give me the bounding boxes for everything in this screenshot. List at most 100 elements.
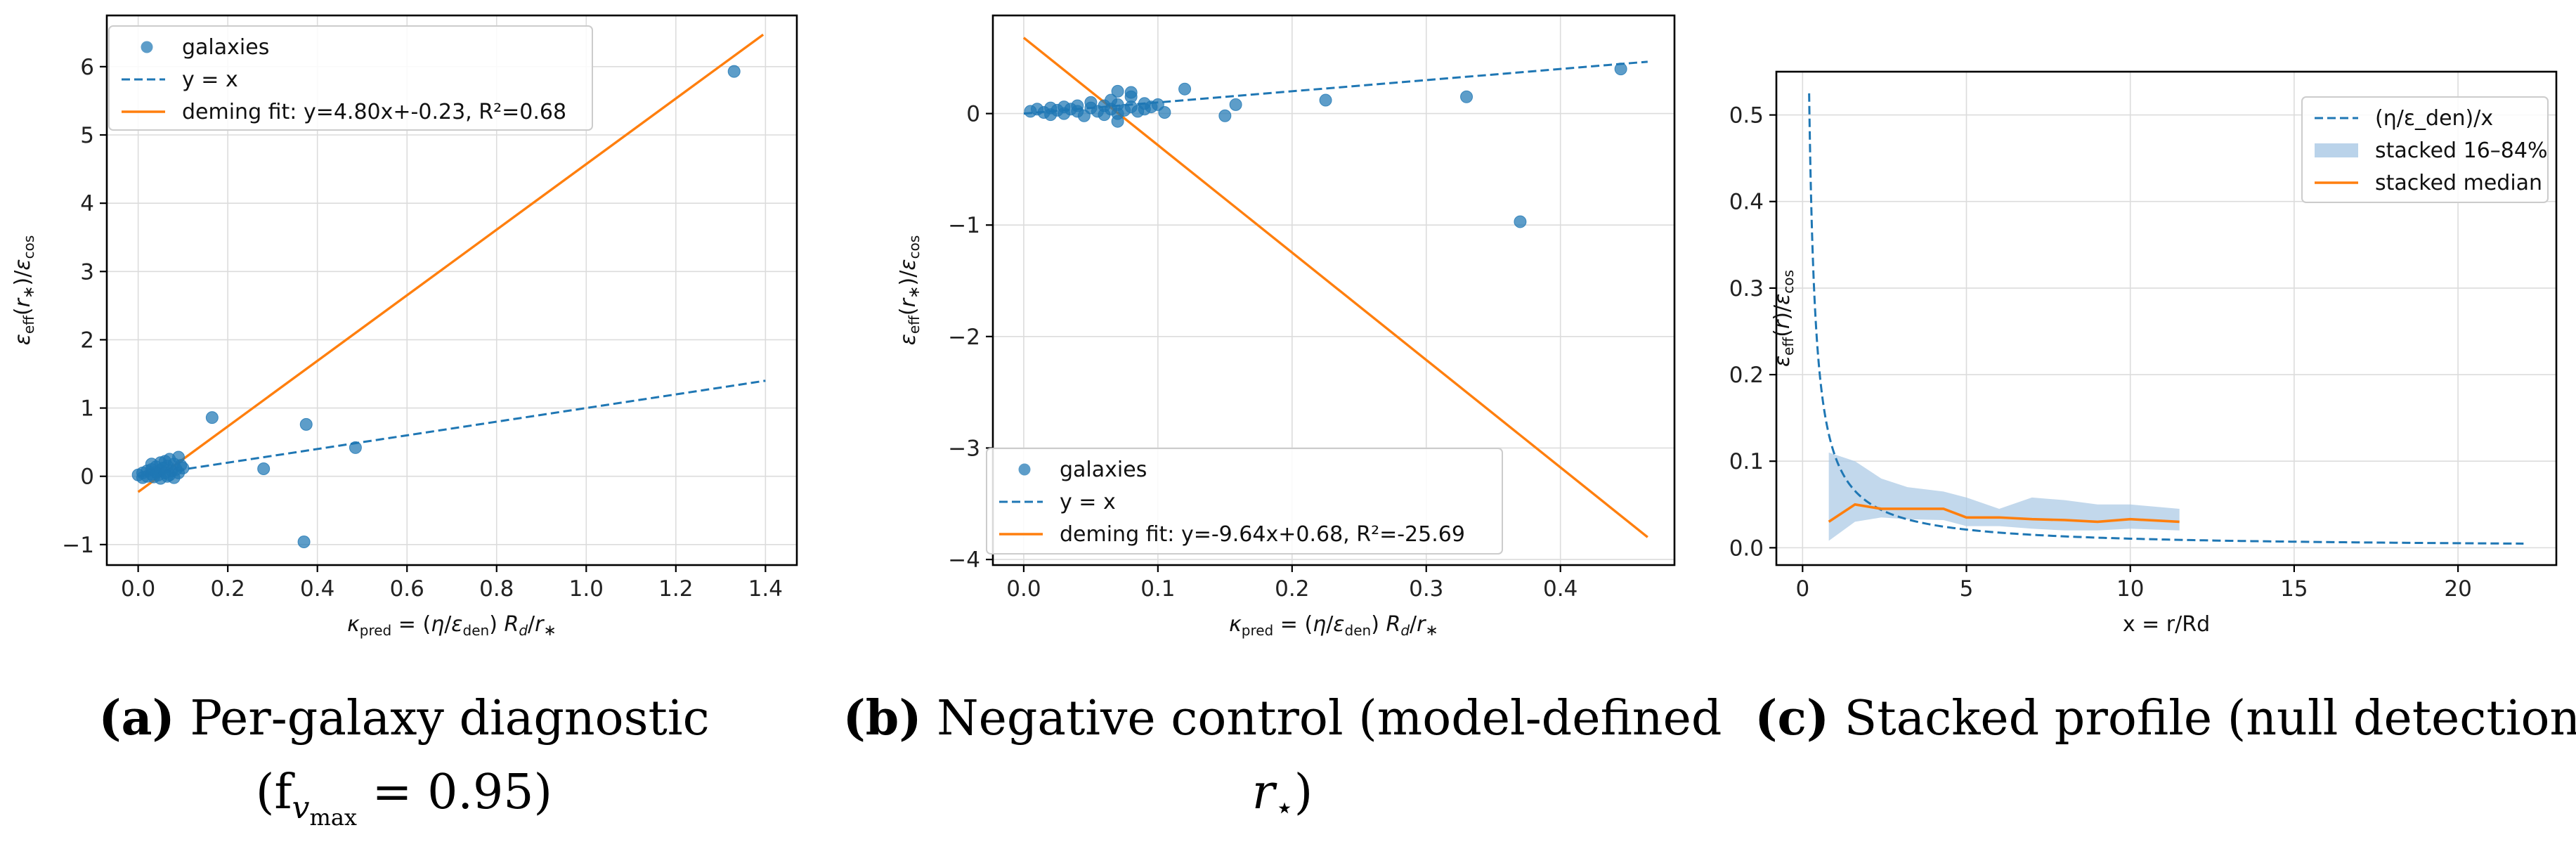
galaxy-point: [1514, 215, 1527, 228]
panel-a-ylabel: εeff(r∗)/εcos: [11, 235, 38, 346]
x-tick-label: 0.0: [121, 576, 155, 602]
y-tick-label: −1: [62, 533, 94, 558]
galaxy-point: [161, 469, 174, 483]
caption-a-letter: (a): [98, 690, 174, 746]
y-tick-label: 0: [80, 465, 94, 490]
panel-b: 0.0 0.1 0.2 0.3 0.4 −4 −3 −2 −1 0 κpred = (η/εden…: [896, 14, 1676, 640]
panel-b-frame: [991, 14, 1676, 566]
galaxy-point: [1229, 98, 1242, 111]
x-tick-label: 0.2: [211, 576, 245, 602]
x-tick-label: 0.2: [1275, 576, 1309, 602]
legend-label: (η/ε_den)/x: [2375, 106, 2493, 131]
caption-c-text: Stacked profile (null detection): [1845, 691, 2576, 746]
x-tick-label: 5: [1960, 576, 1974, 602]
galaxy-point: [1158, 106, 1171, 119]
stacked-percentile-band: [1828, 452, 2180, 541]
panel-c-grid: [1776, 72, 2556, 565]
panel-b-xlabel: κpred = (η/εden) Rd/r∗: [1229, 612, 1438, 640]
galaxy-point: [299, 417, 313, 431]
legend-box: [986, 448, 1503, 555]
x-tick-label: 10: [2116, 576, 2144, 602]
panel-c-frame: [1775, 70, 2558, 566]
y-tick-label: 0.0: [1729, 536, 1764, 561]
y-tick-label: 0.2: [1729, 363, 1764, 388]
legend-label: galaxies: [1060, 458, 1147, 482]
caption-a-line2: (fvmax = 0.95): [256, 765, 552, 831]
galaxy-point: [1111, 84, 1124, 98]
model-curve: [1808, 93, 2524, 545]
galaxy-point: [1084, 96, 1098, 109]
galaxy-point: [205, 411, 219, 424]
y-tick-label: −2: [948, 325, 980, 350]
galaxy-point: [1319, 93, 1332, 107]
caption-b-line1: (b) Negative control (model-defined: [843, 690, 1722, 746]
x-tick-label: 15: [2280, 576, 2308, 602]
y-tick-label: 6: [80, 55, 94, 80]
legend-band-patch: [2315, 143, 2358, 157]
x-tick-label: 0.6: [390, 576, 424, 602]
caption-b-letter: (b): [843, 690, 922, 746]
x-tick-label: 0.0: [1006, 576, 1041, 602]
galaxy-point: [1111, 115, 1124, 128]
legend-label: stacked 16–84%: [2375, 138, 2547, 163]
deming-fit-line: [1022, 37, 1648, 538]
caption-b-text: Negative control (model-defined: [937, 691, 1722, 746]
panel-c: 0 5 10 15 20 0.0 0.1 0.2 0.3 0.4 0.5 x = r/Rd εeff…: [1729, 70, 2558, 637]
panel-a-legend: galaxies y = x deming fit: y=4.80x+-0.23, …: [108, 25, 593, 131]
panel-b-ylabel: εeff(r∗)/εcos: [896, 235, 923, 346]
legend-marker-galaxies: [141, 41, 153, 53]
y-tick-label: 5: [80, 123, 94, 148]
x-tick-label: 1.4: [748, 576, 783, 602]
panel-a-frame: [105, 14, 798, 566]
caption-a-text: Per-galaxy diagnostic: [190, 691, 709, 746]
y-tick-label: 1: [80, 396, 94, 422]
caption-c-letter: (c): [1755, 690, 1829, 746]
galaxy-point: [349, 441, 362, 454]
caption-c-line1: (c) Stacked profile (null detection): [1755, 690, 2576, 746]
y-tick-label: 4: [80, 191, 94, 216]
deming-fit-line: [137, 33, 765, 493]
panel-b-ticks: 0.0 0.1 0.2 0.3 0.4 −4 −3 −2 −1 0: [948, 102, 1578, 602]
galaxy-point: [1071, 99, 1084, 112]
galaxy-point: [727, 65, 741, 78]
x-tick-label: 20: [2444, 576, 2471, 602]
x-tick-label: 0.4: [300, 576, 334, 602]
panel-c-ylabel: εeff(r)/εcos: [1770, 270, 1797, 367]
legend-label: deming fit: y=4.80x+-0.23, R²=0.68: [182, 100, 566, 124]
legend-box: [2301, 96, 2549, 203]
y-tick-label: −1: [948, 213, 980, 238]
galaxy-point: [1124, 86, 1138, 99]
y-tick-label: 0.4: [1729, 190, 1764, 215]
caption-b-line2: r⋆): [1252, 765, 1313, 826]
x-tick-label: 0.4: [1543, 576, 1578, 602]
x-tick-label: 1.2: [658, 576, 693, 602]
panel-a-ticks: 0.0 0.2 0.4 0.6 0.8 1.0 1.2 1.4 −1 0 1 2 3 4 5 6: [62, 55, 783, 602]
x-tick-label: 0.8: [479, 576, 514, 602]
panel-c-xlabel: x = r/Rd: [2123, 612, 2210, 637]
galaxy-point: [1614, 63, 1627, 76]
legend-label: deming fit: y=-9.64x+0.68, R²=-25.69: [1060, 522, 1465, 547]
panel-b-legend: galaxies y = x deming fit: y=-9.64x+0.68, …: [986, 448, 1503, 555]
legend-box: [108, 25, 593, 131]
panel-c-ticks: 0 5 10 15 20 0.0 0.1 0.2 0.3 0.4 0.5: [1729, 103, 2472, 602]
x-tick-label: 0.1: [1140, 576, 1175, 602]
x-tick-label: 0: [1795, 576, 1809, 602]
y-tick-label: 2: [80, 328, 94, 353]
galaxy-point: [154, 456, 167, 469]
y-tick-label: 0: [966, 102, 980, 127]
legend-marker-galaxies: [1018, 463, 1031, 476]
x-tick-label: 1.0: [569, 576, 604, 602]
caption-a-line1: (a) Per-galaxy diagnostic: [98, 690, 709, 746]
galaxy-point: [1460, 90, 1474, 103]
panel-a-xlabel: κpred = (η/εden) Rd/r∗: [347, 612, 557, 640]
y-tick-label: 0.5: [1729, 103, 1764, 129]
galaxy-point: [1178, 82, 1192, 96]
stacked-median-line: [1828, 503, 2180, 524]
galaxy-point: [1218, 109, 1232, 122]
identity-line: [138, 380, 766, 478]
y-tick-label: −3: [948, 436, 980, 461]
galaxy-point: [297, 535, 311, 548]
y-tick-label: 0.3: [1729, 276, 1764, 302]
